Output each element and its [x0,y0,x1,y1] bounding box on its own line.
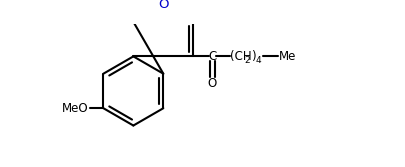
Text: O: O [208,77,217,90]
Text: O: O [158,0,168,11]
Text: MeO: MeO [62,102,89,115]
Text: 2: 2 [245,56,250,65]
Text: (CH: (CH [230,50,252,63]
Text: ): ) [251,50,256,63]
Text: Me: Me [279,50,296,63]
Text: C: C [208,50,216,63]
Text: 4: 4 [256,56,261,65]
